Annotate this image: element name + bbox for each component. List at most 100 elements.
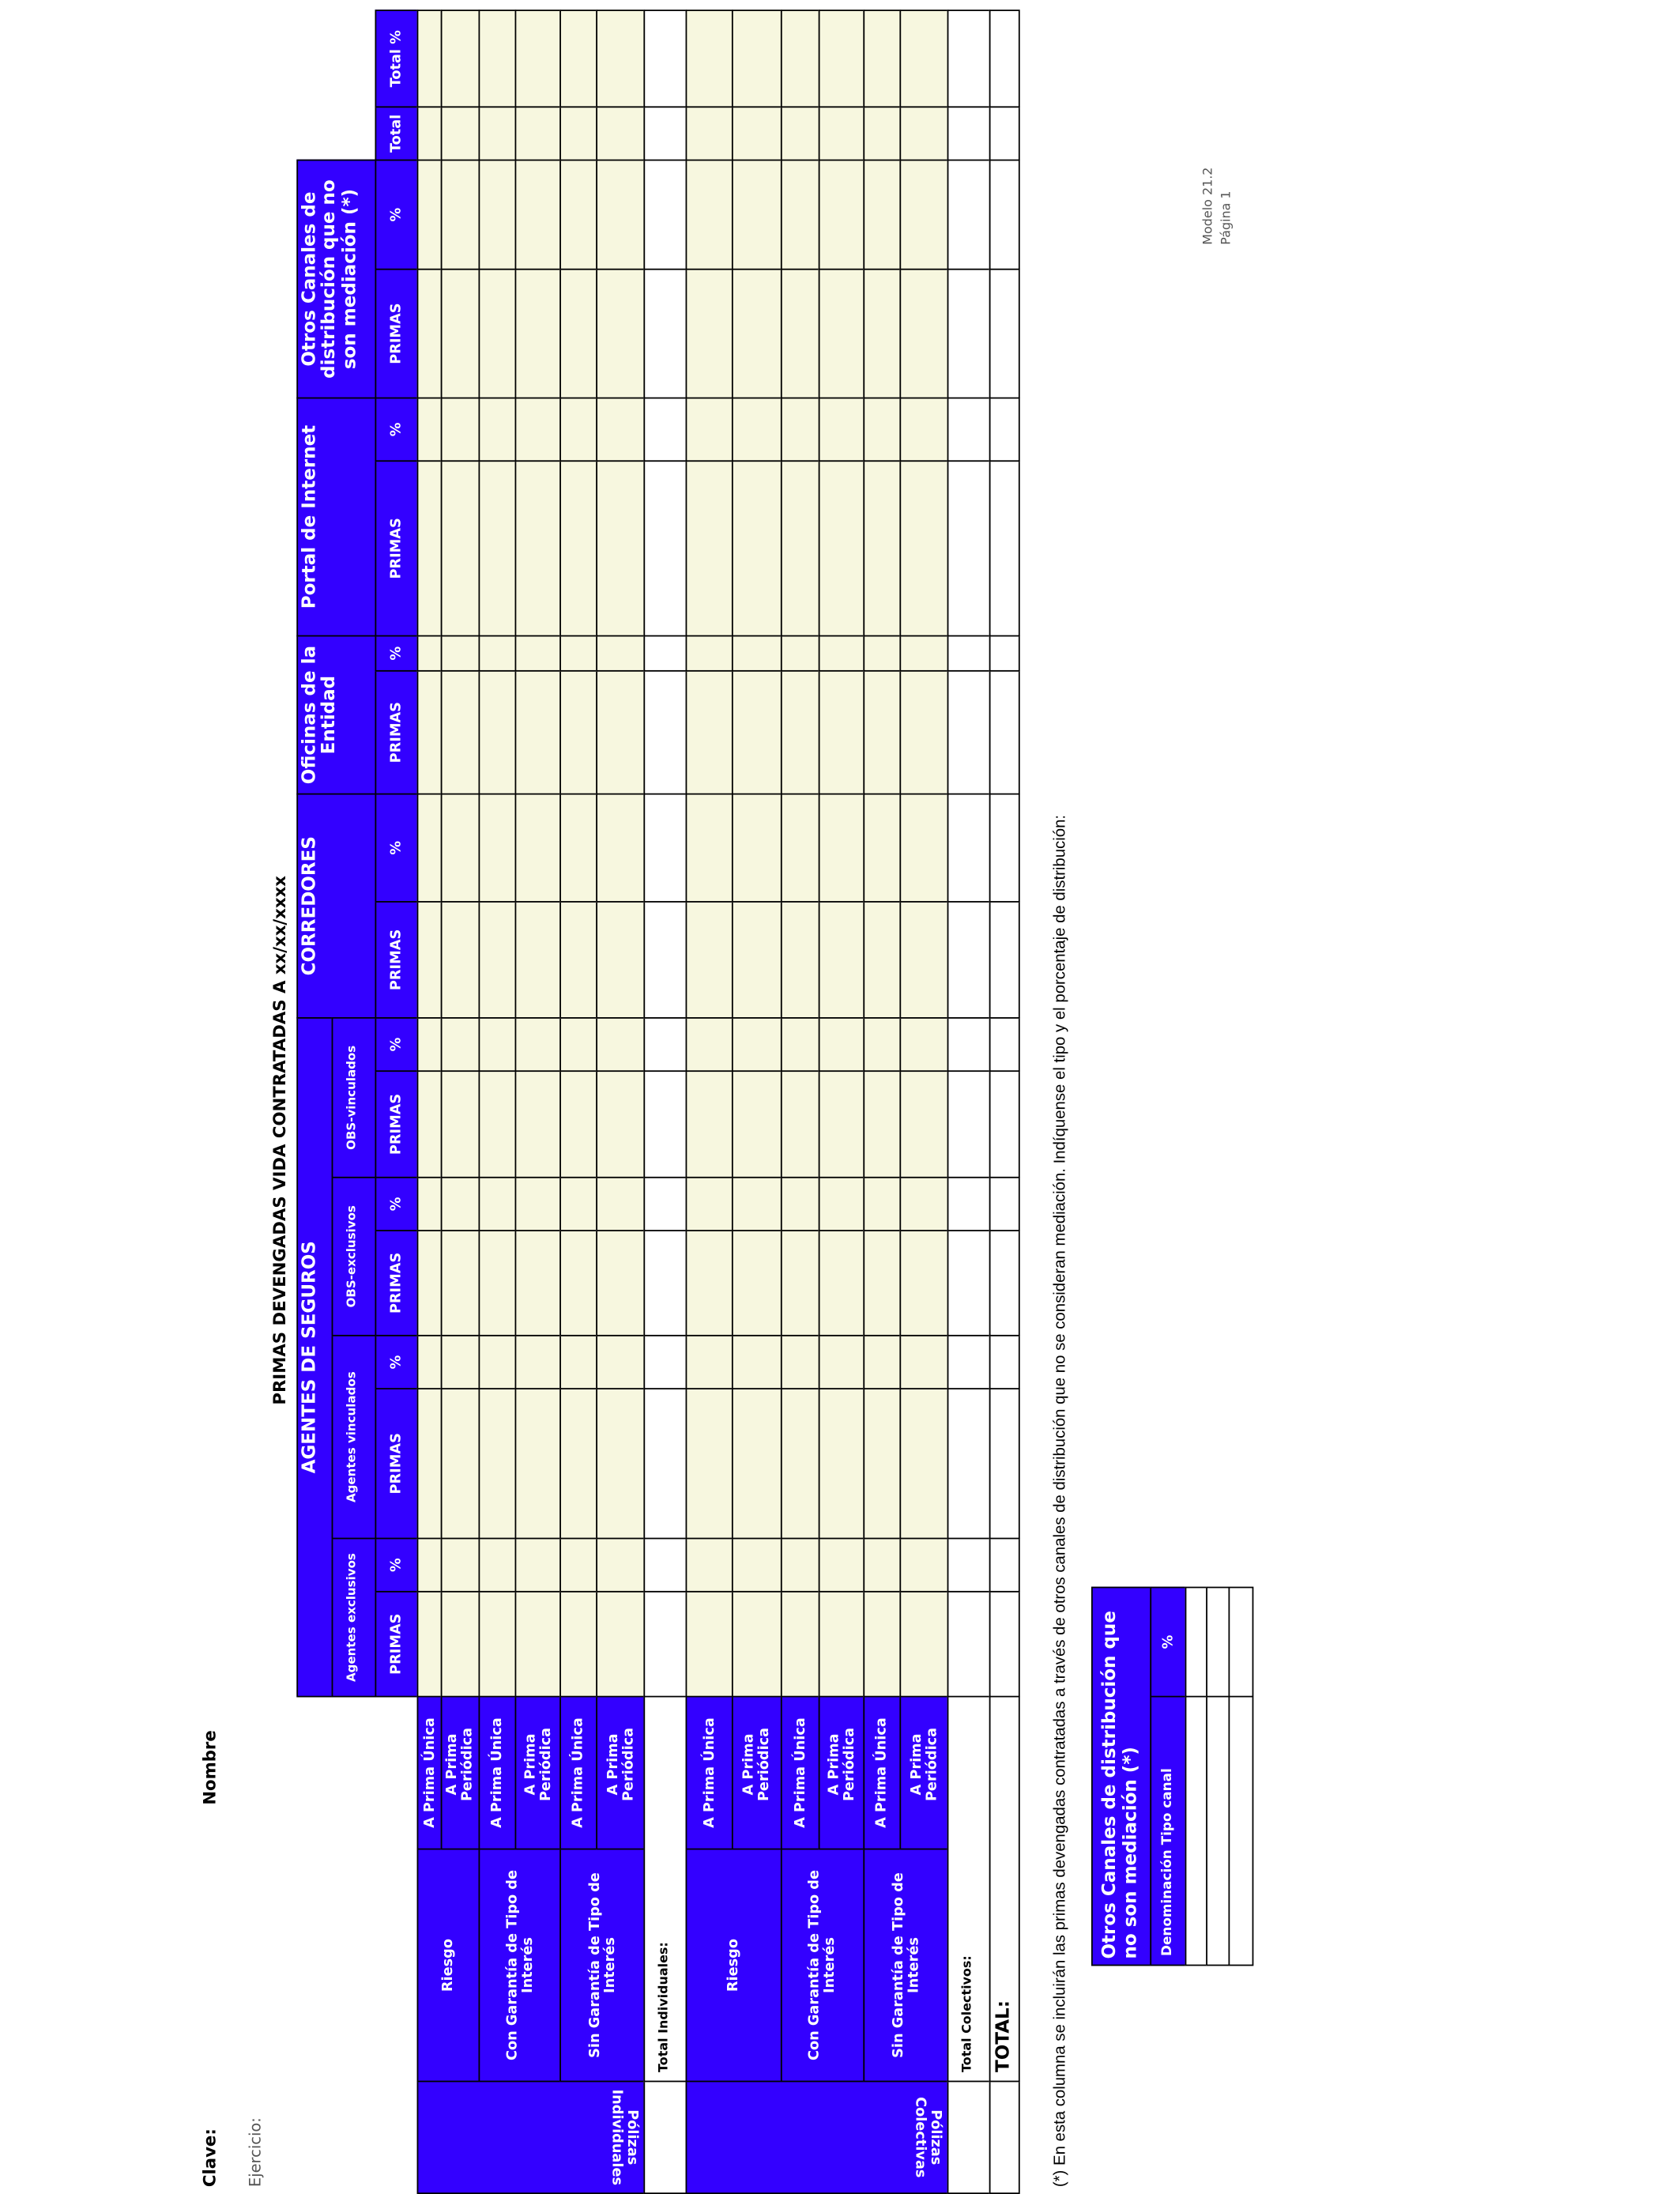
data-cell	[440, 1590, 480, 1698]
column-label: PRIMAS	[375, 901, 419, 1019]
data-cell	[685, 901, 733, 1019]
data-cell	[818, 268, 865, 399]
data-cell	[478, 1070, 517, 1178]
data-cell	[780, 793, 820, 903]
data-cell	[989, 460, 1020, 637]
data-cell	[989, 793, 1020, 903]
data-cell	[685, 460, 733, 637]
row-type-label: A Prima Única	[685, 1695, 733, 1850]
data-cell	[780, 1070, 820, 1178]
data-cell	[818, 159, 865, 270]
data-cell	[818, 1017, 865, 1072]
data-cell	[947, 1388, 991, 1540]
data-cell	[818, 9, 865, 108]
data-cell	[478, 793, 517, 903]
column-label: Total	[375, 106, 419, 161]
data-cell	[780, 1388, 820, 1540]
data-cell	[416, 397, 443, 462]
data-cell	[899, 1334, 949, 1389]
data-cell	[731, 268, 782, 399]
data-cell	[643, 1070, 687, 1178]
data-cell	[989, 1537, 1020, 1593]
data-cell	[780, 268, 820, 399]
data-cell	[863, 1017, 902, 1072]
data-cell	[416, 1334, 443, 1389]
data-cell	[989, 1334, 1020, 1389]
data-cell	[416, 1388, 443, 1540]
data-cell	[899, 268, 949, 399]
data-cell	[780, 106, 820, 161]
data-cell	[643, 106, 687, 161]
data-cell	[863, 635, 902, 672]
column-label: PRIMAS	[375, 1230, 419, 1336]
data-cell	[478, 1017, 517, 1072]
data-cell	[863, 268, 902, 399]
data-cell	[731, 106, 782, 161]
data-cell	[947, 268, 991, 399]
data-cell	[731, 9, 782, 108]
data-cell	[780, 669, 820, 795]
data-cell	[989, 1590, 1020, 1698]
blank-cell	[947, 2080, 991, 2194]
data-cell	[899, 1017, 949, 1072]
data-cell	[416, 1176, 443, 1231]
data-cell	[596, 1230, 646, 1336]
data-cell	[899, 159, 949, 270]
data-cell	[416, 1017, 443, 1072]
data-cell	[643, 1230, 687, 1336]
data-cell	[731, 901, 782, 1019]
data-cell	[478, 1537, 517, 1593]
data-cell	[416, 106, 443, 161]
data-cell	[899, 9, 949, 108]
data-cell	[685, 9, 733, 108]
data-cell	[559, 159, 598, 270]
data-cell	[899, 1537, 949, 1593]
data-cell	[731, 1176, 782, 1231]
data-cell	[818, 460, 865, 637]
data-cell	[440, 1070, 480, 1178]
data-cell	[899, 669, 949, 795]
data-cell	[559, 268, 598, 399]
data-cell	[416, 1070, 443, 1178]
data-cell	[899, 635, 949, 672]
section-label-text: Pólizas Colectivas	[912, 2097, 944, 2178]
data-cell	[596, 1176, 646, 1231]
data-cell	[818, 397, 865, 462]
data-cell	[478, 1388, 517, 1540]
data-cell	[947, 106, 991, 161]
data-cell	[863, 1176, 902, 1231]
data-cell	[863, 397, 902, 462]
row-type-label: A Prima Única	[863, 1695, 902, 1850]
data-cell	[478, 159, 517, 270]
data-cell	[643, 901, 687, 1019]
data-cell	[685, 106, 733, 161]
channel-header: Otros Canales de distribución que no son…	[296, 159, 377, 399]
grand-total-label: TOTAL:	[989, 1695, 1020, 2083]
row-type-label: A Prima Única	[780, 1695, 820, 1850]
column-label: PRIMAS	[375, 669, 419, 795]
data-cell	[596, 397, 646, 462]
data-cell	[596, 1334, 646, 1389]
data-cell	[416, 901, 443, 1019]
row-type-label: A Prima Única	[559, 1695, 598, 1850]
data-cell	[863, 106, 902, 161]
data-cell	[780, 9, 820, 108]
data-cell	[989, 669, 1020, 795]
data-cell	[643, 635, 687, 672]
data-cell	[643, 793, 687, 903]
data-cell	[643, 1590, 687, 1698]
data-cell	[863, 1388, 902, 1540]
data-cell	[514, 397, 561, 462]
row-type-label: A Prima Única	[416, 1695, 443, 1850]
data-cell	[559, 397, 598, 462]
data-cell	[863, 460, 902, 637]
data-cell	[478, 397, 517, 462]
row-group-label: Con Garantía de Tipo de Interés	[780, 1848, 865, 2083]
data-cell	[643, 1388, 687, 1540]
data-cell	[596, 268, 646, 399]
data-cell	[559, 635, 598, 672]
data-cell	[947, 1334, 991, 1389]
data-cell	[559, 1537, 598, 1593]
